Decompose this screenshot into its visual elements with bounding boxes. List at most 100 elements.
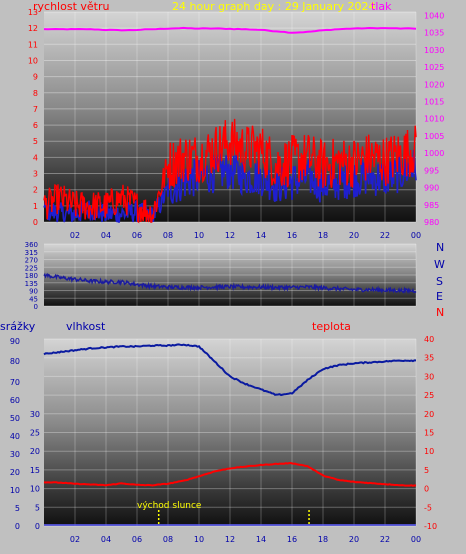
sunrise-annotation: východ slunce	[137, 501, 202, 511]
temperature-tick-label: 10	[424, 447, 434, 456]
wind-x-tick-label: 14	[256, 231, 266, 240]
temperature-tick-label: 5	[424, 466, 429, 475]
wind-tick-label: 13	[28, 8, 38, 17]
rain-tick-label: 50	[10, 414, 20, 423]
wind-tick-label: 3	[33, 170, 38, 179]
wind-x-tick-label: 08	[163, 231, 173, 240]
rain-tick-label: 0	[15, 522, 20, 531]
direction-tick-label: 315	[25, 249, 38, 257]
wind-x-tick-label: 10	[194, 231, 204, 240]
humidity-x-tick-label: 22	[380, 535, 390, 544]
direction-tick-label: 180	[25, 272, 38, 280]
wind-x-tick-label: 06	[132, 231, 142, 240]
direction-tick-label: 225	[25, 264, 38, 272]
humidity-x-tick-label: 02	[70, 535, 80, 544]
rain-tick-label: 30	[10, 450, 20, 459]
wind-tick-label: 0	[33, 218, 38, 227]
wind-tick-label: 11	[28, 40, 38, 49]
wind-x-tick-label: 00	[411, 231, 421, 240]
temperature-tick-label: 35	[424, 354, 434, 363]
wind-tick-label: 1	[33, 202, 38, 211]
temperature-tick-label: 0	[424, 485, 429, 494]
humidity-x-tick-label: 10	[194, 535, 204, 544]
humidity-x-tick-label: 14	[256, 535, 266, 544]
humidity-x-tick-label: 04	[101, 535, 111, 544]
humidity-x-tick-label: 18	[318, 535, 328, 544]
rain-tick-label: 10	[10, 486, 20, 495]
temperature-tick-label: 15	[424, 429, 434, 438]
humidity-tick-label: 25	[30, 429, 40, 438]
wind-tick-label: 2	[33, 186, 38, 195]
pressure-tick-label: 990	[424, 184, 439, 193]
wind-tick-label: 8	[33, 89, 38, 98]
wind-x-tick-label: 04	[101, 231, 111, 240]
temperature-line	[43, 461, 417, 487]
direction-tick-label: 135	[25, 280, 38, 288]
wind-x-tick-label: 16	[287, 231, 297, 240]
wind-tick-label: 6	[33, 121, 38, 130]
humidity-x-tick-label: 12	[225, 535, 235, 544]
pressure-tick-label: 995	[424, 166, 439, 175]
pressure-tick-label: 1000	[424, 149, 444, 158]
compass-label-n-top: N	[436, 241, 444, 254]
direction-tick-label: 270	[25, 257, 38, 265]
temperature-tick-label: 30	[424, 372, 434, 381]
rain-tick-label: 20	[10, 468, 20, 477]
direction-plot-area	[44, 244, 416, 306]
humidity-tick-label: 5	[35, 503, 40, 512]
wind-tick-label: 7	[33, 105, 38, 114]
humidity-tick-label: 15	[30, 466, 40, 475]
rain-tick-label: 100	[5, 0, 20, 2]
pressure-tick-label: 1025	[424, 63, 444, 72]
wind-tick-label: 12	[28, 24, 38, 33]
wind-red-series-line	[43, 118, 417, 224]
wind-x-tick-label: 12	[225, 231, 235, 240]
wind-tick-label: 10	[28, 56, 38, 65]
chart-title: 24 hour graph day : 29 January 2024	[172, 0, 376, 13]
pressure-tick-label: 1030	[424, 46, 444, 55]
pressure-axis-label: tlak	[371, 0, 392, 13]
humidity-tick-label: 30	[30, 410, 40, 419]
direction-line	[43, 272, 417, 295]
temperature-tick-label: 20	[424, 410, 434, 419]
humidity-x-tick-label: 16	[287, 535, 297, 544]
pressure-tick-label: 985	[424, 201, 439, 210]
humidity-tick-label: 10	[30, 485, 40, 494]
pressure-tick-label: 1010	[424, 115, 444, 124]
compass-label-n-bottom: N	[436, 306, 444, 319]
humidity-x-tick-label: 00	[411, 535, 421, 544]
temperature-tick-label: -5	[424, 503, 432, 512]
direction-tick-label: 360	[25, 241, 38, 249]
humidity-temperature-plot-area	[44, 339, 416, 526]
pressure-tick-label: 1040	[424, 11, 444, 20]
wind-tick-label: 4	[33, 153, 38, 162]
humidity-x-tick-label: 06	[132, 535, 142, 544]
wind-axis-label: rychlost větru	[33, 0, 109, 13]
temperature-axis-label: teplota	[312, 320, 351, 333]
pressure-tick-label: 1015	[424, 98, 444, 107]
humidity-x-tick-label: 08	[163, 535, 173, 544]
wind-x-tick-label: 18	[318, 231, 328, 240]
compass-label-w: W	[434, 258, 445, 271]
rain-axis-label: srážky	[0, 320, 36, 333]
pressure-tick-label: 980	[424, 218, 439, 227]
temperature-tick-label: 25	[424, 391, 434, 400]
pressure-tick-label: 1035	[424, 29, 444, 38]
wind-x-tick-label: 02	[70, 231, 80, 240]
pressure-line	[43, 26, 417, 34]
rain-tick-label: 40	[10, 432, 20, 441]
humidity-line	[43, 343, 416, 397]
rain-tick-label: 5	[15, 504, 20, 513]
wind-x-tick-label: 20	[349, 231, 359, 240]
direction-tick-label: 45	[29, 295, 38, 303]
humidity-tick-label: 0	[35, 522, 40, 531]
temperature-tick-label: -10	[424, 522, 437, 531]
rain-tick-label: 70	[10, 378, 20, 387]
pressure-tick-label: 1020	[424, 80, 444, 89]
wind-x-tick-label: 22	[380, 231, 390, 240]
pressure-tick-label: 1005	[424, 132, 444, 141]
direction-tick-label: 0	[34, 303, 38, 311]
rain-tick-label: 80	[10, 357, 20, 366]
temperature-tick-label: 40	[424, 335, 434, 344]
